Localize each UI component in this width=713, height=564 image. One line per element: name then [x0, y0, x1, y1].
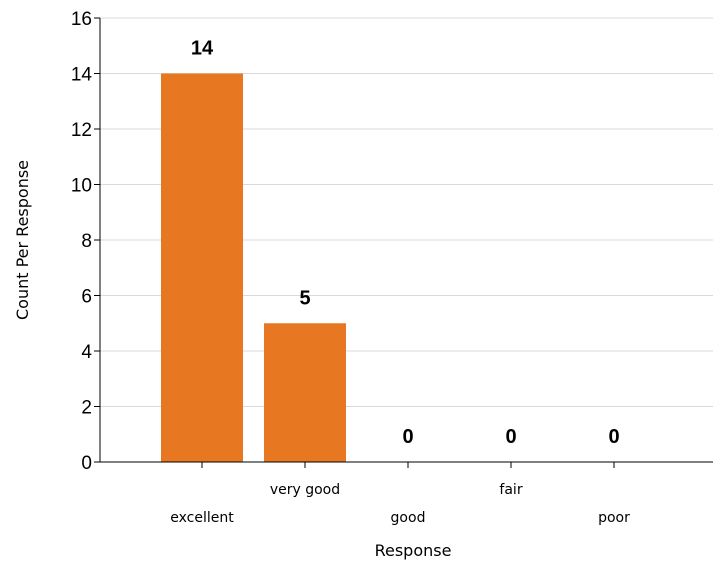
y-tick-label: 6 — [81, 287, 92, 308]
y-tick-label: 8 — [81, 231, 92, 252]
y-tick-label: 12 — [71, 120, 92, 141]
x-tick-label: good — [391, 510, 426, 526]
x-axis-ticks: excellent very good good fair poor — [170, 462, 630, 526]
x-tick-label: excellent — [170, 510, 234, 526]
x-axis-title: Response — [375, 541, 452, 560]
bar — [264, 323, 346, 462]
data-label: 0 — [402, 426, 413, 448]
data-label: 14 — [191, 38, 214, 60]
y-tick-label: 10 — [71, 176, 92, 197]
bars — [161, 73, 346, 462]
y-tick-label: 14 — [71, 65, 93, 86]
y-tick-label: 16 — [71, 9, 92, 30]
y-tick-label: 2 — [81, 398, 92, 419]
y-axis-title: Count Per Response — [13, 160, 32, 320]
y-tick-label: 4 — [81, 342, 92, 363]
data-label: 0 — [505, 426, 516, 448]
x-tick-label: fair — [499, 482, 522, 498]
data-label: 0 — [608, 426, 619, 448]
data-label: 5 — [299, 287, 310, 309]
y-axis-ticks: 0 2 4 6 8 10 12 14 16 — [71, 9, 100, 474]
bar — [161, 73, 243, 462]
y-tick-label: 0 — [81, 453, 92, 474]
x-tick-label: very good — [270, 482, 340, 498]
data-labels: 14 5 0 0 0 — [191, 38, 620, 449]
x-tick-label: poor — [598, 510, 630, 526]
